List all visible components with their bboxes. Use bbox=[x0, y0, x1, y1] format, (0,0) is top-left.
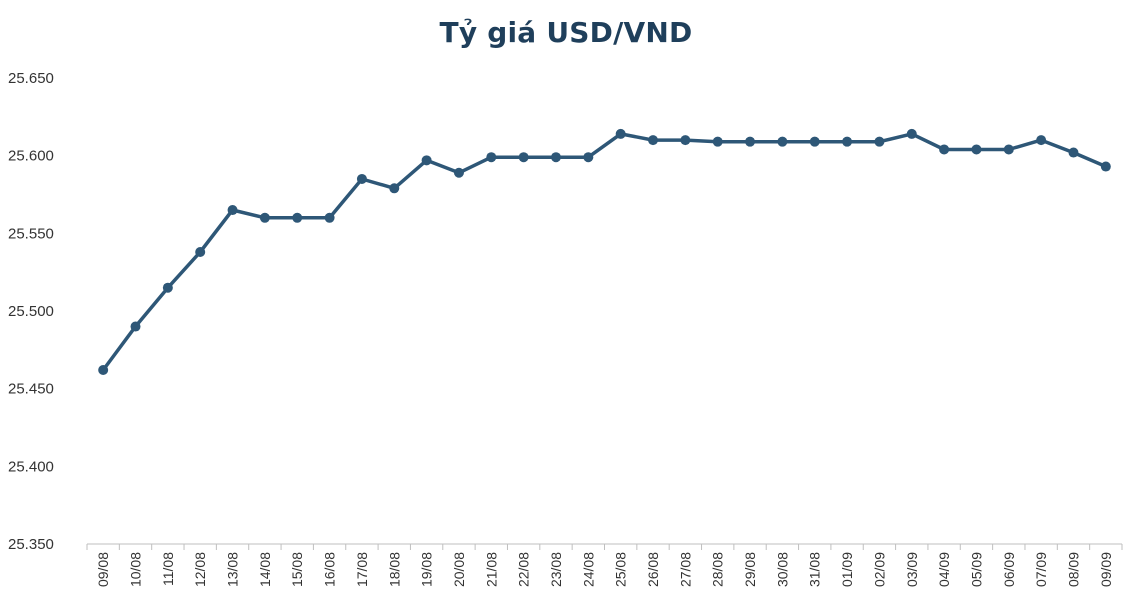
data-point bbox=[971, 144, 982, 155]
x-tick-label: 18/08 bbox=[386, 552, 402, 587]
x-tick-label: 07/09 bbox=[1033, 552, 1049, 587]
x-tick-label: 26/08 bbox=[645, 552, 661, 587]
data-point bbox=[906, 128, 917, 139]
data-point bbox=[130, 321, 141, 332]
data-point bbox=[227, 205, 238, 216]
x-tick-label: 28/08 bbox=[710, 552, 726, 587]
x-tick-label: 09/09 bbox=[1098, 552, 1114, 587]
data-point bbox=[842, 136, 853, 147]
x-tick-label: 13/08 bbox=[225, 552, 241, 587]
data-point bbox=[874, 136, 885, 147]
y-tick-label: 25.350 bbox=[8, 536, 54, 553]
data-point bbox=[1036, 135, 1047, 146]
data-point bbox=[389, 183, 400, 194]
x-tick-label: 21/08 bbox=[483, 552, 499, 587]
x-tick-label: 04/09 bbox=[936, 552, 952, 587]
x-tick-label: 02/09 bbox=[871, 552, 887, 587]
data-point bbox=[292, 212, 303, 223]
x-tick-label: 10/08 bbox=[128, 552, 144, 587]
data-point bbox=[583, 152, 594, 163]
x-tick-label: 11/08 bbox=[160, 552, 176, 586]
data-point bbox=[486, 152, 497, 163]
x-tick-label: 17/08 bbox=[354, 552, 370, 587]
data-point bbox=[809, 136, 820, 147]
x-tick-label: 31/08 bbox=[807, 552, 823, 587]
x-tick-label: 20/08 bbox=[451, 552, 467, 587]
data-point bbox=[777, 136, 788, 147]
data-point bbox=[615, 128, 626, 139]
x-tick-label: 29/08 bbox=[742, 552, 758, 587]
data-point bbox=[712, 136, 723, 147]
x-tick-label: 05/09 bbox=[968, 552, 984, 587]
data-point bbox=[356, 173, 367, 184]
data-point bbox=[453, 167, 464, 178]
data-point bbox=[324, 212, 335, 223]
series-line bbox=[101, 132, 1107, 372]
data-point bbox=[550, 152, 561, 163]
data-point bbox=[1068, 147, 1079, 158]
data-point bbox=[195, 246, 206, 257]
x-tick-label: 25/08 bbox=[613, 552, 629, 587]
y-tick-label: 25.650 bbox=[8, 70, 54, 87]
data-point bbox=[259, 212, 270, 223]
data-point bbox=[1003, 144, 1014, 155]
data-point bbox=[421, 155, 432, 166]
x-tick-label: 19/08 bbox=[419, 552, 435, 587]
data-point bbox=[648, 135, 659, 146]
x-tick-label: 30/08 bbox=[774, 552, 790, 587]
x-tick-label: 22/08 bbox=[516, 552, 532, 587]
x-axis-labels: 09/08 10/08 11/08 12/08 13/08 14/08 15/08 16/08… bbox=[95, 552, 1114, 587]
y-axis-labels: 25.350 25.400 25.450 25.500 25.550 25.600 25.6… bbox=[8, 70, 54, 553]
data-point bbox=[98, 365, 109, 376]
x-tick-label: 16/08 bbox=[322, 552, 338, 587]
axis-layer bbox=[86, 543, 1123, 550]
x-tick-label: 08/09 bbox=[1065, 552, 1081, 587]
data-point bbox=[518, 152, 529, 163]
x-tick-label: 09/08 bbox=[95, 552, 111, 587]
x-tick-label: 27/08 bbox=[677, 552, 693, 587]
data-point bbox=[162, 282, 173, 293]
data-point bbox=[680, 135, 691, 146]
x-tick-label: 24/08 bbox=[580, 552, 596, 587]
y-tick-label: 25.450 bbox=[8, 381, 54, 398]
y-tick-label: 25.500 bbox=[8, 303, 54, 320]
chart-title: Tỷ giá USD/VND bbox=[439, 16, 693, 49]
x-tick-label: 15/08 bbox=[289, 552, 305, 587]
data-point bbox=[1100, 161, 1111, 172]
data-point bbox=[745, 136, 756, 147]
data-point bbox=[939, 144, 950, 155]
x-tick-label: 14/08 bbox=[257, 552, 273, 587]
y-tick-label: 25.400 bbox=[8, 458, 54, 475]
y-tick-label: 25.550 bbox=[8, 225, 54, 242]
x-tick-label: 03/09 bbox=[904, 552, 920, 587]
series-layer bbox=[98, 128, 1111, 376]
x-tick-label: 06/09 bbox=[1001, 552, 1017, 587]
x-tick-label: 01/09 bbox=[839, 552, 855, 587]
x-tick-label: 12/08 bbox=[192, 552, 208, 587]
y-tick-label: 25.600 bbox=[8, 148, 54, 165]
x-tick-label: 23/08 bbox=[548, 552, 564, 587]
